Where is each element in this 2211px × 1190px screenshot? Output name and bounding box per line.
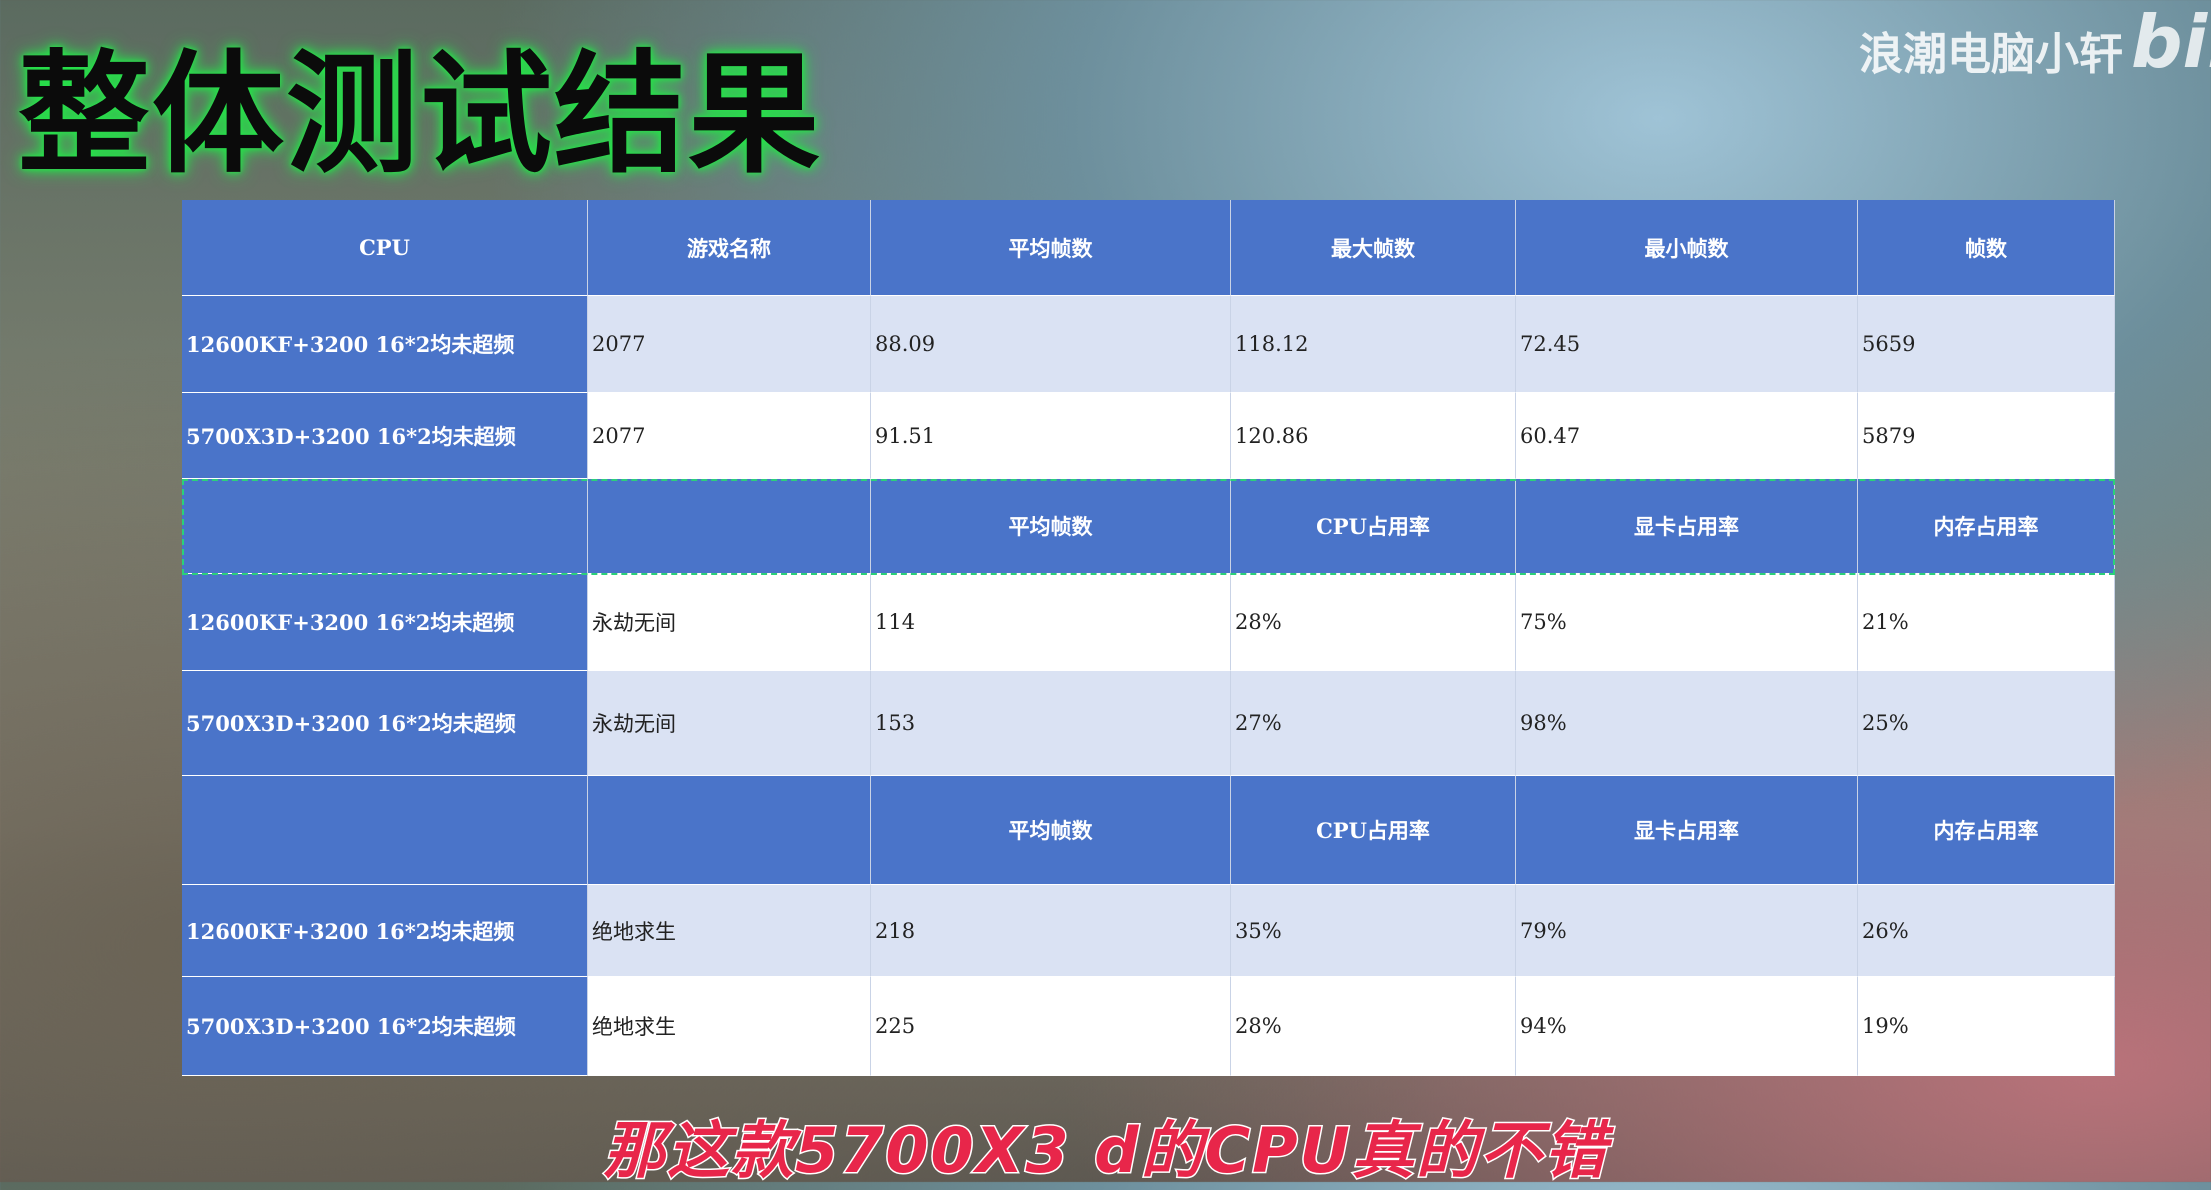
row-label: 12600KF+3200 16*2均未超频: [182, 296, 588, 393]
table-cell: 91.51: [871, 393, 1231, 479]
header-cell: [588, 479, 871, 574]
table-cell: 2077: [588, 393, 871, 479]
header-cell: 显卡占用率: [1516, 479, 1858, 574]
row-label: 5700X3D+3200 16*2均未超频: [182, 977, 588, 1076]
table-cell: 218: [871, 885, 1231, 977]
row-label: 5700X3D+3200 16*2均未超频: [182, 671, 588, 776]
channel-watermark: 浪潮电脑小轩: [1859, 29, 2123, 80]
header-cell: 最小帧数: [1516, 200, 1858, 296]
logo: bili: [2131, 0, 2211, 84]
table-cell: 35%: [1231, 885, 1516, 977]
table-cell: 75%: [1516, 574, 1858, 671]
table-cell: 5879: [1858, 393, 2115, 479]
row-label: 5700X3D+3200 16*2均未超频: [182, 393, 588, 479]
table-cell: 永劫无间: [588, 671, 871, 776]
header-cell: 最大帧数: [1231, 200, 1516, 296]
table-cell: 225: [871, 977, 1231, 1076]
table-cell: 27%: [1231, 671, 1516, 776]
table-cell: 98%: [1516, 671, 1858, 776]
header-cell: 平均帧数: [871, 479, 1231, 574]
subtitle: 那这款5700X3 d的CPU真的不错: [602, 1113, 1608, 1189]
table-cell: 118.12: [1231, 296, 1516, 393]
header-cell: 平均帧数: [871, 200, 1231, 296]
header-cell: [588, 776, 871, 885]
table-cell: 26%: [1858, 885, 2115, 977]
table-cell: 绝地求生: [588, 885, 871, 977]
table-cell: 21%: [1858, 574, 2115, 671]
title: 整体测试结果: [18, 38, 822, 192]
header-cell: [182, 479, 588, 574]
header-cell: 内存占用率: [1858, 776, 2115, 885]
table-cell: 永劫无间: [588, 574, 871, 671]
header-cell: 显卡占用率: [1516, 776, 1858, 885]
table-cell: 120.86: [1231, 393, 1516, 479]
header-cell: CPU: [182, 200, 588, 296]
table-cell: 19%: [1858, 977, 2115, 1076]
header-cell: CPU占用率: [1231, 776, 1516, 885]
row-label: 12600KF+3200 16*2均未超频: [182, 574, 588, 671]
table-cell: 88.09: [871, 296, 1231, 393]
table-cell: 79%: [1516, 885, 1858, 977]
table-cell: 2077: [588, 296, 871, 393]
table-cell: 114: [871, 574, 1231, 671]
table-cell: 94%: [1516, 977, 1858, 1076]
header-cell: [182, 776, 588, 885]
table-cell: 28%: [1231, 977, 1516, 1076]
table-cell: 绝地求生: [588, 977, 871, 1076]
header-cell: 帧数: [1858, 200, 2115, 296]
table-cell: 72.45: [1516, 296, 1858, 393]
table-cell: 5659: [1858, 296, 2115, 393]
header-cell: 平均帧数: [871, 776, 1231, 885]
header-cell: CPU占用率: [1231, 479, 1516, 574]
header-cell: 内存占用率: [1858, 479, 2115, 574]
table-cell: 25%: [1858, 671, 2115, 776]
table-cell: 60.47: [1516, 393, 1858, 479]
table-cell: 28%: [1231, 574, 1516, 671]
header-cell: 游戏名称: [588, 200, 871, 296]
table-cell: 153: [871, 671, 1231, 776]
row-label: 12600KF+3200 16*2均未超频: [182, 885, 588, 977]
